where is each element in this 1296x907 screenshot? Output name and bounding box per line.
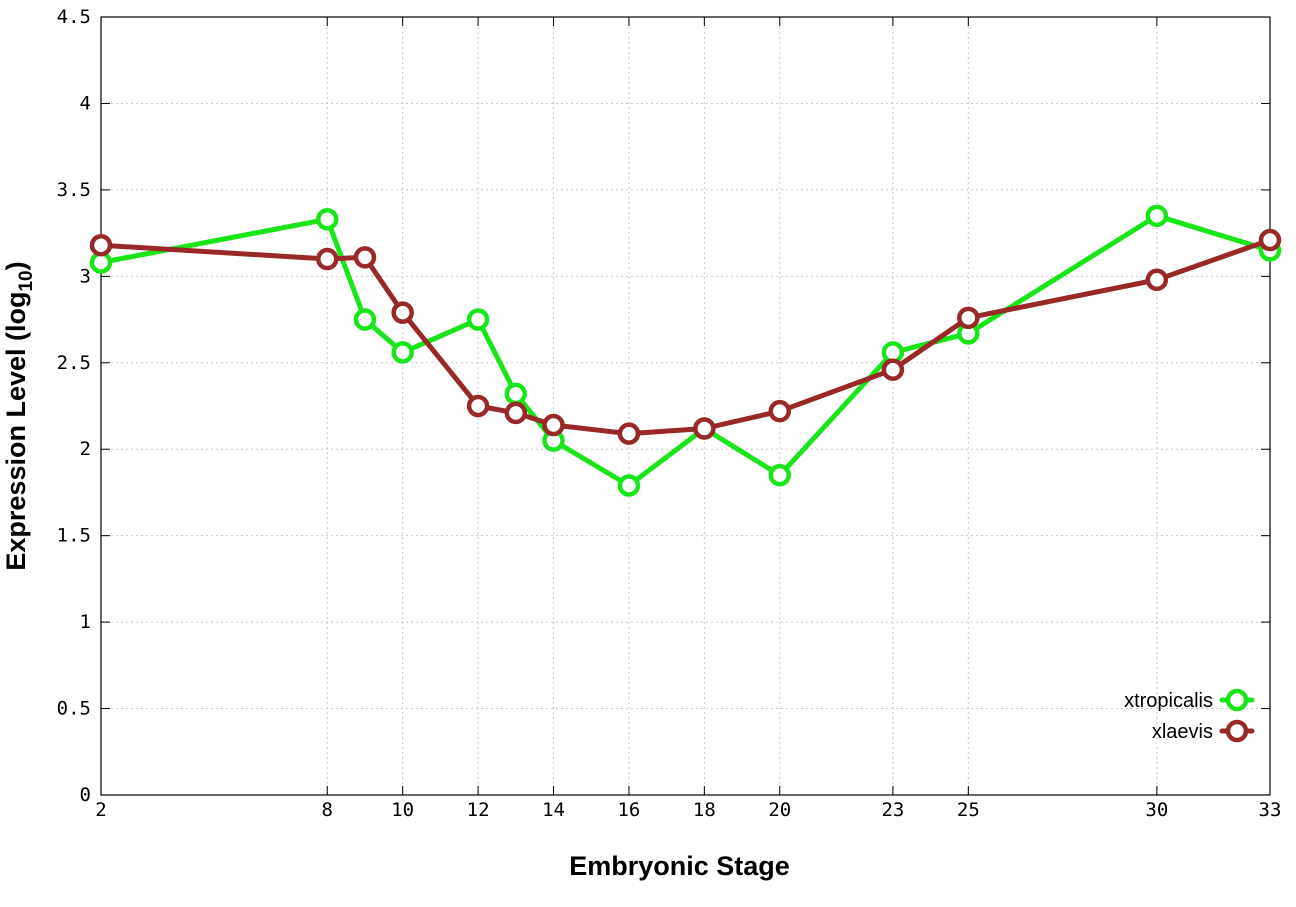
data-point	[504, 401, 528, 425]
x-tick-label: 33	[1259, 799, 1282, 821]
x-tick-label: 2	[95, 799, 106, 821]
x-tick-label: 12	[467, 799, 490, 821]
legend-marker-xlaevis	[1225, 719, 1249, 743]
y-axis-title: Expression Level (log10)	[1, 261, 37, 570]
data-series	[89, 204, 1282, 497]
data-point	[1145, 268, 1169, 292]
y-tick-label: 0	[80, 784, 91, 806]
data-point	[1258, 228, 1282, 252]
data-point	[391, 341, 414, 364]
series-xlaevis	[89, 228, 1282, 445]
legend-label-xtropicalis: xtropicalis	[1124, 690, 1213, 712]
x-tick-label: 8	[322, 799, 333, 821]
data-point	[617, 474, 641, 497]
data-point	[768, 399, 792, 423]
x-tick-label: 23	[881, 799, 904, 821]
axis-ticks: 0 0.5 1 1.5 2 2.5 3 3.5 4 4.5 2 8 10 12 14 16 18 20 23 25 30…	[57, 6, 1282, 821]
data-point	[466, 394, 490, 418]
y-axis-title-close: )	[1, 261, 31, 270]
data-point	[504, 382, 528, 406]
legend: xtropicalis xlaevis	[1124, 688, 1255, 743]
y-tick-label: 4	[80, 92, 91, 114]
y-tick-label: 3.5	[57, 179, 91, 201]
data-point	[1145, 204, 1169, 228]
y-tick-label: 2	[80, 438, 91, 460]
data-point	[881, 358, 905, 381]
x-tick-label: 14	[542, 799, 565, 821]
data-point	[353, 246, 377, 269]
data-point	[957, 306, 980, 330]
x-tick-label: 25	[957, 799, 980, 821]
data-point	[391, 301, 414, 324]
data-point	[617, 422, 641, 445]
data-point	[316, 208, 339, 231]
y-tick-label: 2.5	[57, 352, 91, 374]
x-tick-label: 20	[768, 799, 791, 821]
y-axis-title-main: Expression Level (log	[1, 292, 31, 571]
x-tick-label: 18	[693, 799, 716, 821]
data-point	[353, 308, 377, 331]
y-tick-label: 1	[80, 611, 91, 633]
y-tick-label: 0.5	[57, 698, 91, 720]
data-point	[693, 417, 716, 440]
legend-label-xlaevis: xlaevis	[1152, 721, 1213, 743]
series-xtropicalis	[89, 204, 1282, 497]
grid-lines	[101, 17, 1270, 795]
plot-frame	[100, 16, 1271, 796]
legend-marker-xtropicalis	[1225, 688, 1249, 712]
y-tick-label: 3	[80, 265, 91, 287]
series-line	[98, 237, 1273, 437]
data-point	[316, 247, 339, 271]
x-tick-label: 10	[391, 799, 414, 821]
y-tick-label: 4.5	[57, 6, 91, 28]
data-point	[89, 233, 113, 257]
x-tick-label: 16	[617, 799, 640, 821]
x-tick-label: 30	[1145, 799, 1168, 821]
data-point	[542, 413, 565, 437]
data-point	[768, 463, 792, 487]
data-point	[466, 308, 490, 331]
y-axis-title-subscript: 10	[16, 270, 37, 291]
y-tick-label: 1.5	[57, 525, 91, 547]
x-axis-title: Embryonic Stage	[569, 851, 790, 881]
